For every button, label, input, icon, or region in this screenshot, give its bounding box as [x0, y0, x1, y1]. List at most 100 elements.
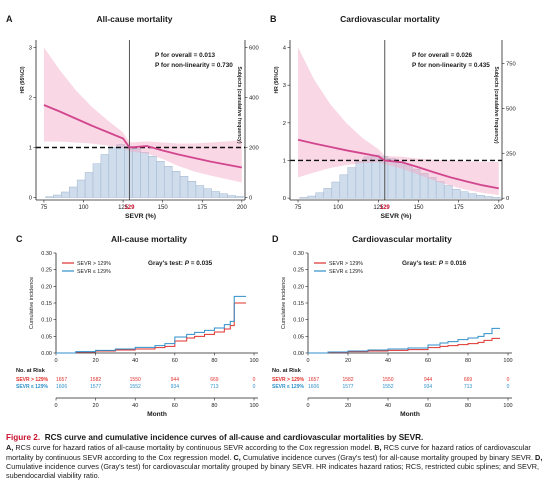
- y-tick-label: 0.20: [293, 284, 304, 290]
- confidence-band: [298, 47, 499, 196]
- p-nonlinearity: P for non-linearity = 0.730: [155, 62, 233, 69]
- p-overall: P for overall = 0.026: [412, 52, 473, 59]
- histogram-bar: [331, 181, 341, 199]
- y-axis-label: Cumulative incidence: [281, 277, 287, 329]
- legend-label: SEVR > 129%: [329, 261, 363, 267]
- panel-title: All-cause mortality: [96, 14, 172, 24]
- panel-title: All-cause mortality: [111, 234, 187, 244]
- risk-value: 1552: [382, 384, 393, 390]
- histogram-bar: [468, 193, 477, 199]
- histogram-bar: [211, 191, 220, 198]
- risk-value: 0: [253, 384, 256, 390]
- x-tick-label: 200: [237, 205, 248, 211]
- risk-value: 0: [253, 377, 256, 383]
- risk-x-tick-label: 40: [385, 403, 391, 409]
- histogram-bar: [347, 167, 357, 199]
- figure-caption: Figure 2. RCS curve and cumulative incid…: [6, 433, 544, 480]
- risk-x-tick-label: 100: [249, 403, 258, 409]
- y-tick-label: 0: [29, 196, 32, 202]
- risk-value: 1550: [382, 377, 393, 383]
- x-tick-label: 40: [132, 358, 138, 364]
- histogram-bar: [195, 185, 205, 198]
- histogram-bar: [187, 181, 197, 198]
- histogram-bar: [164, 166, 173, 198]
- panel-title: Cardiovascular mortality: [352, 234, 452, 244]
- histogram-bar: [307, 195, 316, 199]
- risk-value: 944: [424, 377, 433, 383]
- hr-curve: [297, 138, 499, 190]
- histogram-bar: [315, 192, 324, 199]
- histogram-bar: [459, 191, 469, 199]
- histogram-bar: [443, 185, 453, 199]
- histogram-bar: [53, 194, 62, 198]
- risk-value: 1582: [90, 377, 101, 383]
- x-tick-label: 150: [413, 205, 424, 211]
- risk-value: 0: [507, 377, 510, 383]
- risk-value: 713: [210, 384, 219, 390]
- histogram-bar: [179, 176, 189, 198]
- y-tick-label: 2: [283, 121, 286, 127]
- risk-x-tick-label: 40: [132, 403, 138, 409]
- risk-x-tick-label: 100: [503, 403, 512, 409]
- y-tick-label: 1: [283, 158, 286, 164]
- cutoff-label: 129: [124, 205, 135, 211]
- risk-value: 944: [171, 377, 180, 383]
- panel-letter: A: [6, 14, 13, 24]
- y2-tick-label: 0: [249, 196, 252, 202]
- x-tick-label: 80: [211, 358, 217, 364]
- y-tick-label: 3: [283, 83, 286, 89]
- risk-table-title: No. at Risk: [272, 368, 302, 374]
- x-tick-label: 40: [385, 358, 391, 364]
- grays-test: Gray's test: P = 0.035: [148, 260, 213, 267]
- risk-value: 669: [210, 377, 219, 383]
- panel-letter: C: [16, 234, 23, 244]
- histogram-bar: [339, 174, 349, 199]
- histogram-bar: [492, 197, 501, 199]
- risk-value: 0: [507, 384, 510, 390]
- risk-value: 1577: [90, 384, 101, 390]
- x-axis-label: SEVR (%): [381, 213, 412, 220]
- risk-x-tick-label: 0: [306, 403, 309, 409]
- risk-row-label: SEVR > 129%: [16, 377, 49, 383]
- y-tick-label: 0.05: [293, 334, 304, 340]
- caption-title-text: RCS curve and cumulative incidence curve…: [44, 433, 424, 442]
- panel-letter: B: [270, 14, 277, 24]
- risk-row-label: SEVR ≤ 129%: [16, 384, 48, 390]
- histogram-bar: [124, 146, 133, 198]
- x-tick-label: 60: [172, 358, 178, 364]
- risk-value: 1606: [56, 384, 67, 390]
- risk-x-tick-label: 20: [93, 403, 99, 409]
- caption-title: Figure 2. RCS curve and cumulative incid…: [6, 433, 544, 442]
- y-tick-label: 0.30: [293, 251, 304, 257]
- y-tick-label: 0.15: [41, 301, 52, 307]
- y-tick-label: 0.25: [41, 268, 52, 274]
- x-tick-label: 0: [54, 358, 57, 364]
- risk-value: 934: [424, 384, 433, 390]
- histogram-bar: [156, 161, 165, 198]
- caption-panel-letter: A,: [6, 443, 14, 453]
- y-axis-label: Cumulative incidence: [29, 277, 35, 329]
- y-tick-label: 1: [29, 146, 32, 152]
- histogram-bar: [108, 147, 118, 198]
- y2-tick-label: 250: [506, 151, 516, 157]
- x-tick-label: 75: [295, 205, 302, 211]
- y-axis-label-right: Subjects (cumulative frequency): [236, 67, 242, 144]
- x-tick-label: 75: [41, 205, 48, 211]
- legend-label: SEVR > 129%: [77, 261, 111, 267]
- x-tick-label: 100: [503, 358, 512, 364]
- risk-value: 1550: [130, 377, 141, 383]
- y-axis-label-left: HR (95%CI): [20, 66, 26, 93]
- y-tick-label: 0.20: [41, 284, 52, 290]
- p-nonlinearity: P for non-linearity = 0.435: [412, 62, 490, 69]
- caption-panel-letter: C,: [233, 452, 241, 462]
- grays-test: Gray's test: P = 0.016: [402, 260, 467, 267]
- x-tick-label: 60: [425, 358, 431, 364]
- histogram-bar: [484, 196, 493, 199]
- x-tick-label: 20: [93, 358, 99, 364]
- y-tick-label: 0.15: [293, 301, 304, 307]
- p-overall: P for overall = 0.013: [155, 52, 216, 59]
- risk-value: 1657: [308, 377, 319, 383]
- cutoff-label: 129: [380, 205, 391, 211]
- histogram-bar: [476, 195, 485, 199]
